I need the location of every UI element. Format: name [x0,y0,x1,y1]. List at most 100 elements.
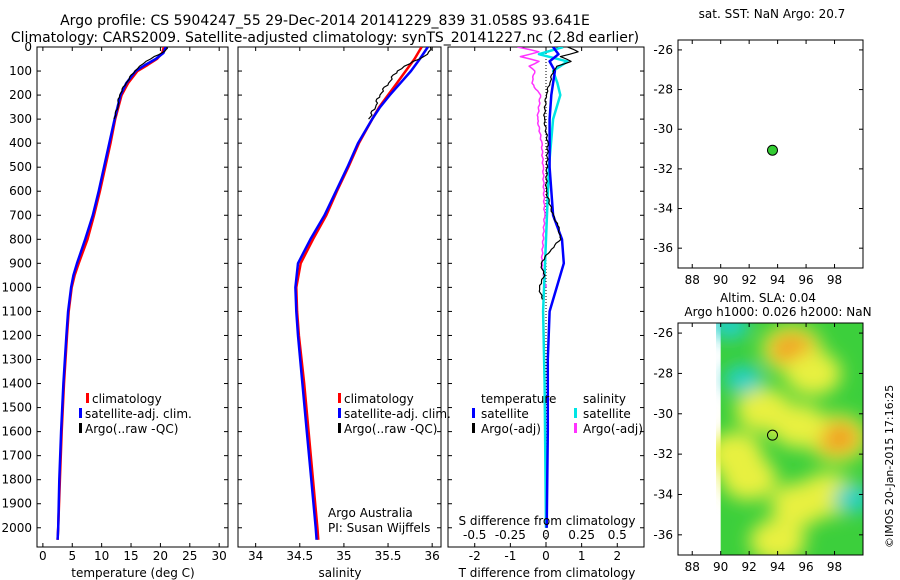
sla-blob [716,432,763,477]
difference-S-tick-label: -0.5 [463,528,486,542]
sla-map-frame [677,322,864,556]
sst-map-ytick-label: -36 [653,241,673,255]
legend-heading-salinity: salinity [583,392,626,406]
temperature-x-tick-label: 0 [39,549,47,563]
difference-T-tick-label: -2 [469,549,481,563]
temperature-x-tick-label: 10 [94,549,109,563]
depth-tick-label: 800 [9,232,32,246]
sst-map-xtick-label: 96 [798,273,813,287]
salinity-xlabel: salinity [318,566,361,580]
legend-swatch-argo [338,423,341,433]
temperature-x-tick-label: 15 [123,549,138,563]
temperature-xlabel: temperature (deg C) [71,566,194,580]
difference-xlabel: T difference from climatology [458,566,636,580]
depth-tick-label: 1100 [1,304,32,318]
temperature-x-tick-label: 20 [153,549,168,563]
sst-map-ytick-label: -26 [653,43,673,57]
sla-map-ytick-label: -36 [653,528,673,542]
depth-tick-label: 1900 [1,497,32,511]
sla-map-ytick-label: -26 [653,326,673,340]
legend-label-climatology: climatology [344,392,414,406]
sla-map-ytick-label: -32 [653,447,673,461]
legend-swatch-climatology [86,393,89,403]
sla-blob [716,323,750,340]
series-climatology [295,47,423,540]
series-climatology [56,47,166,540]
legend-swatch-climatology [338,393,341,403]
depth-tick-label: 200 [9,88,32,102]
difference-S-tick-label: -0.25 [495,528,526,542]
depth-tick-label: 1600 [1,425,32,439]
salinity-annotation-2: PI: Susan Wijffels [328,521,430,535]
sla-map-ytick-label: -34 [653,487,673,501]
sla-map-title-1: Altim. SLA: 0.04 [720,291,816,305]
salinity-panel-frame [237,46,442,548]
sla-map-xtick-label: 92 [742,560,757,574]
salinity-x-tick-label: 36 [425,549,440,563]
series-s-argo [517,47,547,288]
sla-map-title-2: Argo h1000: 0.026 h2000: NaN [684,305,871,319]
sst-map-xtick-label: 90 [713,273,728,287]
depth-tick-label: 600 [9,184,32,198]
salinity-x-tick-label: 35 [336,549,351,563]
difference-xlabel-top: S difference from climatology [459,514,636,528]
difference-T-tick-label: -1 [504,549,516,563]
sst-map-ytick-label: -32 [653,162,673,176]
timestamp: ©IMOS 20-Jan-2015 17:16:25 [883,385,896,548]
sst-map-xtick-label: 88 [685,273,700,287]
temperature-x-tick-label: 30 [212,549,227,563]
sla-map-xtick-label: 94 [770,560,785,574]
series-t-satellite [545,47,566,528]
sst-map-frame [677,39,864,269]
sst-map-xtick-label: 92 [742,273,757,287]
depth-tick-label: 2000 [1,521,32,535]
depth-tick-label: 900 [9,256,32,270]
legend-swatch-t-satellite [472,408,475,418]
argo-position-marker [766,429,778,441]
sla-blob [833,484,863,513]
sst-map-ytick-label: -28 [653,83,673,97]
depth-tick-label: 400 [9,136,32,150]
argo-position-marker [766,144,778,156]
legend-label-argo: Argo(..raw -QC) [85,422,178,436]
depth-tick-label: 1300 [1,353,32,367]
legend-label-satellite: satellite-adj. clim. [344,407,451,421]
depth-tick-label: 1400 [1,377,32,391]
legend-label-s-satellite: satellite [583,407,631,421]
depth-tick-label: 1000 [1,280,32,294]
legend-label-t-satellite: satellite [481,407,529,421]
difference-legend: temperature salinity satellite Argo(-adj… [472,392,643,436]
salinity-annotation-1: Argo Australia [328,506,413,520]
sla-map-xtick-label: 96 [798,560,813,574]
depth-tick-label: 300 [9,112,32,126]
difference-T-tick-label: 0 [542,549,550,563]
sst-map-ytick-label: -34 [653,202,673,216]
difference-T-tick-label: 2 [613,549,621,563]
sst-map-ytick-label: -30 [653,122,673,136]
sla-map-xtick-label: 90 [713,560,728,574]
legend-heading-temperature: temperature [481,392,556,406]
difference-S-tick-label: 0.25 [568,528,595,542]
figure-title-line2: Climatology: CARS2009. Satellite-adjuste… [10,30,640,46]
legend-swatch-argo [79,423,82,433]
legend-swatch-s-satellite [574,408,577,418]
legend-label-satellite: satellite-adj. clim. [85,407,192,421]
depth-tick-label: 500 [9,160,32,174]
sla-blob [723,365,764,394]
depth-tick-label: 1700 [1,449,32,463]
salinity-legend: climatology satellite-adj. clim. Argo(..… [338,392,451,436]
legend-label-t-argo: Argo(-adj) [481,422,541,436]
temperature-panel-frame [36,46,229,548]
depth-tick-label: 1200 [1,328,32,342]
depth-tick-label: 1500 [1,401,32,415]
sla-blob [749,518,806,555]
salinity-x-tick-label: 34.5 [286,549,313,563]
difference-S-tick-label: 0 [542,528,550,542]
series-s-satellite [537,47,569,528]
series-argo [113,47,168,120]
depth-tick-label: 0 [24,40,32,54]
series-satellite-adj [294,47,429,540]
legend-swatch-satellite [79,408,82,418]
sla-map-ytick-label: -30 [653,407,673,421]
